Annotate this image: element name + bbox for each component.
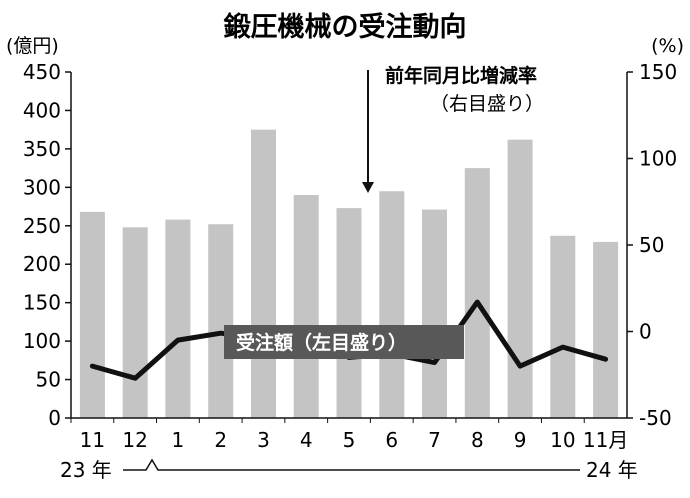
year-markers: 23 年 24 年 bbox=[60, 458, 638, 482]
right-tick-label: -50 bbox=[639, 406, 672, 430]
right-tick-label: 0 bbox=[639, 320, 652, 344]
bar bbox=[165, 219, 191, 418]
bar bbox=[251, 129, 276, 418]
left-tick-label: 0 bbox=[48, 406, 61, 430]
line-series-name-sub: （右目盛り） bbox=[430, 93, 544, 115]
year-divider-line bbox=[123, 458, 580, 471]
x-tick-label: 4 bbox=[300, 428, 313, 452]
bar bbox=[550, 235, 576, 418]
bar bbox=[122, 227, 148, 418]
axes bbox=[65, 71, 633, 423]
left-tick-label: 50 bbox=[36, 368, 61, 392]
line-annotation: 前年同月比増減率 （右目盛り） bbox=[362, 64, 544, 193]
x-tick-label: 6 bbox=[385, 428, 398, 452]
bar-series-name: 受注額（左目盛り） bbox=[236, 331, 407, 354]
year-end-label: 24 年 bbox=[586, 458, 638, 482]
x-tick-label: 2 bbox=[214, 428, 227, 452]
x-tick-label: 3 bbox=[257, 428, 270, 452]
x-tick-label: 10 bbox=[550, 428, 575, 452]
x-tick-label: 11 bbox=[80, 428, 105, 452]
bar bbox=[293, 195, 319, 418]
bar bbox=[593, 241, 619, 418]
bar bbox=[422, 209, 447, 418]
bar-series-label-box bbox=[224, 325, 464, 359]
right-tick-label: 50 bbox=[639, 233, 664, 257]
left-tick-label: 350 bbox=[23, 137, 61, 161]
x-tick-label: 7 bbox=[428, 428, 441, 452]
x-tick-label: 1 bbox=[172, 428, 185, 452]
left-tick-label: 300 bbox=[23, 175, 61, 199]
x-tick-label: 11月 bbox=[583, 428, 628, 452]
bar bbox=[336, 208, 362, 418]
x-tick-label: 8 bbox=[471, 428, 484, 452]
year-start-label: 23 年 bbox=[60, 458, 112, 482]
right-tick-label: 150 bbox=[639, 60, 677, 84]
left-tick-label: 250 bbox=[23, 214, 61, 238]
left-tick-label: 450 bbox=[23, 60, 61, 84]
line-series-name: 前年同月比増減率 bbox=[385, 64, 537, 87]
right-axis-unit: (%) bbox=[651, 35, 684, 57]
bar bbox=[208, 224, 234, 418]
left-axis-unit: (億円) bbox=[6, 35, 59, 57]
annotation-arrowhead bbox=[362, 182, 374, 193]
left-tick-label: 200 bbox=[23, 252, 61, 276]
right-tick-label: 100 bbox=[639, 147, 677, 171]
left-tick-label: 400 bbox=[23, 98, 61, 122]
x-tick-label: 12 bbox=[122, 428, 147, 452]
chart-title: 鍛圧機械の受注動向 bbox=[224, 11, 467, 43]
bar bbox=[379, 191, 405, 418]
left-tick-label: 150 bbox=[23, 291, 61, 315]
x-tick-label: 9 bbox=[514, 428, 527, 452]
bar-series-label: 受注額（左目盛り） bbox=[224, 325, 464, 359]
bar-series bbox=[79, 129, 619, 418]
bar bbox=[79, 211, 105, 418]
left-tick-labels: 0 50 100 150 200 250 300 350 400 450 bbox=[23, 60, 61, 430]
bar bbox=[464, 168, 490, 418]
left-tick-label: 100 bbox=[23, 329, 61, 353]
x-tick-label: 5 bbox=[343, 428, 356, 452]
x-tick-labels: 11 12 1 2 3 4 5 6 7 8 9 10 11月 bbox=[80, 428, 629, 452]
bar bbox=[507, 139, 533, 418]
right-tick-labels: -50 0 50 100 150 bbox=[639, 60, 677, 430]
